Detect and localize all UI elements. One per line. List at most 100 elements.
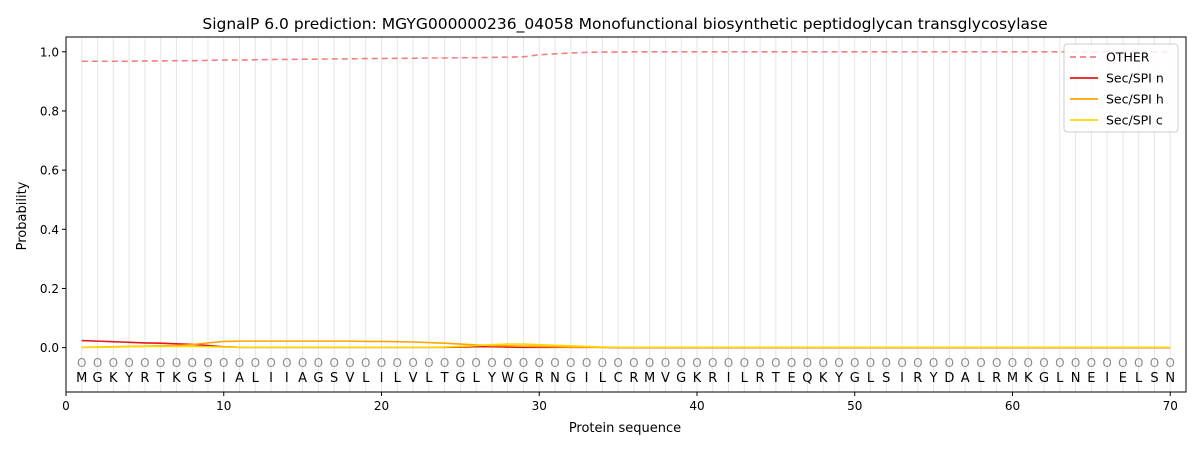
position-label: O bbox=[187, 356, 196, 370]
position-label: O bbox=[708, 356, 717, 370]
residue-label: I bbox=[1105, 371, 1109, 386]
residue-label: R bbox=[992, 371, 1001, 386]
residue-label: Q bbox=[802, 371, 812, 386]
position-label: O bbox=[787, 356, 796, 370]
position-label: O bbox=[1134, 356, 1143, 370]
residue-label: I bbox=[380, 371, 384, 386]
residue-label: G bbox=[455, 371, 465, 386]
x-tick-label: 20 bbox=[374, 399, 389, 413]
residue-label: S bbox=[330, 371, 338, 386]
position-label: O bbox=[282, 356, 291, 370]
residue-label: L bbox=[599, 371, 607, 386]
position-label: O bbox=[456, 356, 465, 370]
residue-label: C bbox=[614, 371, 623, 386]
position-label: O bbox=[471, 356, 480, 370]
residue-label: K bbox=[1024, 371, 1033, 386]
position-label: O bbox=[503, 356, 512, 370]
residue-label: G bbox=[676, 371, 686, 386]
x-tick-label: 10 bbox=[216, 399, 231, 413]
position-label: O bbox=[298, 356, 307, 370]
position-label: O bbox=[408, 356, 417, 370]
residue-label: G bbox=[518, 371, 528, 386]
position-label: O bbox=[124, 356, 133, 370]
residue-label: V bbox=[661, 371, 670, 386]
residue-label: T bbox=[156, 371, 165, 386]
residue-label: R bbox=[535, 371, 544, 386]
residue-label: L bbox=[867, 371, 875, 386]
x-axis-label: Protein sequence bbox=[569, 421, 681, 436]
residue-label: M bbox=[644, 371, 655, 386]
y-tick-label: 0.8 bbox=[40, 104, 59, 118]
position-label: O bbox=[771, 356, 780, 370]
position-label: O bbox=[929, 356, 938, 370]
position-label: O bbox=[203, 356, 212, 370]
residue-label: L bbox=[741, 371, 749, 386]
position-label: O bbox=[598, 356, 607, 370]
position-label: O bbox=[1165, 356, 1174, 370]
position-label: O bbox=[582, 356, 591, 370]
residue-label: L bbox=[252, 371, 260, 386]
position-label: O bbox=[109, 356, 118, 370]
residue-label: V bbox=[345, 371, 354, 386]
position-label: O bbox=[676, 356, 685, 370]
sequence-labels: OMOGOKOYOROTOKOGOSOIOAOLOIOIOAOGOSOVOLOI… bbox=[76, 356, 1175, 386]
residue-label: K bbox=[109, 371, 118, 386]
position-label: O bbox=[1087, 356, 1096, 370]
position-label: O bbox=[692, 356, 701, 370]
series-lines bbox=[81, 50, 1171, 349]
legend-box bbox=[1063, 43, 1179, 133]
residue-label: M bbox=[1007, 371, 1018, 386]
position-label: O bbox=[850, 356, 859, 370]
residue-label: R bbox=[756, 371, 765, 386]
x-tick-label: 30 bbox=[532, 399, 547, 413]
residue-label: W bbox=[501, 371, 514, 386]
residue-label: G bbox=[93, 371, 103, 386]
position-label: O bbox=[866, 356, 875, 370]
residue-label: L bbox=[362, 371, 370, 386]
legend: OTHER Sec/SPI n Sec/SPI h Sec/SPI c bbox=[1063, 43, 1179, 133]
residue-label: N bbox=[550, 371, 560, 386]
residue-label: E bbox=[1087, 371, 1095, 386]
residue-label: R bbox=[913, 371, 922, 386]
position-label: O bbox=[266, 356, 275, 370]
position-label: O bbox=[1102, 356, 1111, 370]
position-label: O bbox=[361, 356, 370, 370]
residue-label: A bbox=[298, 371, 307, 386]
legend-label: Sec/SPI n bbox=[1106, 71, 1164, 86]
y-tick-label: 0.4 bbox=[40, 223, 59, 237]
position-label: O bbox=[882, 356, 891, 370]
position-gridlines bbox=[81, 37, 1171, 392]
residue-label: Y bbox=[834, 371, 843, 386]
residue-label: A bbox=[235, 371, 244, 386]
chart-title: SignalP 6.0 prediction: MGYG000000236_04… bbox=[202, 15, 1047, 34]
residue-label: L bbox=[473, 371, 481, 386]
position-label: O bbox=[818, 356, 827, 370]
residue-label: E bbox=[1119, 371, 1127, 386]
residue-label: N bbox=[1165, 371, 1175, 386]
position-label: O bbox=[1150, 356, 1159, 370]
position-label: O bbox=[377, 356, 386, 370]
residue-label: E bbox=[788, 371, 796, 386]
residue-label: A bbox=[961, 371, 970, 386]
position-label: O bbox=[913, 356, 922, 370]
residue-label: G bbox=[187, 371, 197, 386]
position-label: O bbox=[661, 356, 670, 370]
position-label: O bbox=[834, 356, 843, 370]
x-axis: 0 10 20 30 40 50 60 70 bbox=[62, 392, 1178, 413]
position-label: O bbox=[550, 356, 559, 370]
y-tick-label: 0.0 bbox=[40, 341, 59, 355]
position-label: O bbox=[897, 356, 906, 370]
plot-frame bbox=[65, 36, 1187, 393]
y-tick-label: 0.6 bbox=[40, 164, 59, 178]
position-label: O bbox=[803, 356, 812, 370]
residue-label: Y bbox=[487, 371, 496, 386]
position-label: O bbox=[960, 356, 969, 370]
position-label: O bbox=[1024, 356, 1033, 370]
residue-label: I bbox=[285, 371, 289, 386]
legend-label: Sec/SPI h bbox=[1106, 92, 1164, 107]
y-axis-label: Probability bbox=[15, 181, 30, 250]
residue-label: T bbox=[771, 371, 780, 386]
x-tick-label: 70 bbox=[1163, 399, 1178, 413]
position-label: O bbox=[140, 356, 149, 370]
